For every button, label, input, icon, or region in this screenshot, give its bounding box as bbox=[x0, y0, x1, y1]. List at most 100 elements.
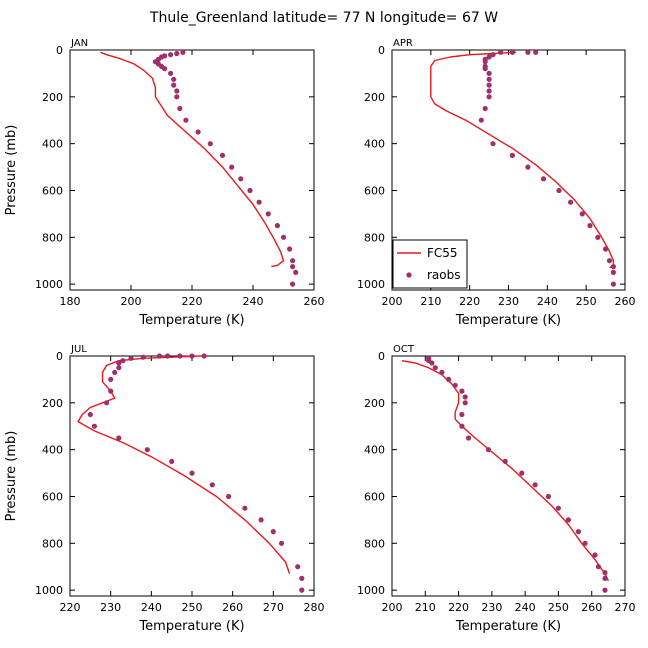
obs-point bbox=[555, 505, 562, 511]
x-tick-label: 270 bbox=[263, 601, 284, 614]
obs-point bbox=[256, 199, 262, 205]
y-tick-label: 800 bbox=[364, 231, 385, 244]
x-axis-label-oct: Temperature (K) bbox=[455, 619, 561, 634]
y-axis-label-jul: Pressure (mb) bbox=[4, 431, 19, 522]
obs-point bbox=[287, 246, 293, 252]
obs-point bbox=[116, 435, 122, 441]
panel-title-jan: JAN bbox=[70, 38, 88, 49]
obs-point bbox=[525, 164, 531, 170]
y-tick-label: 0 bbox=[378, 44, 385, 57]
obs-point bbox=[189, 470, 195, 476]
x-tick-label: 260 bbox=[222, 601, 243, 614]
panel-title-oct: OCT bbox=[393, 344, 415, 355]
obs-point bbox=[270, 529, 276, 535]
y-tick-label: 1000 bbox=[35, 584, 63, 597]
x-tick-label: 240 bbox=[537, 295, 558, 308]
y-tick-label: 200 bbox=[42, 91, 63, 104]
model-line-oct bbox=[401, 360, 610, 582]
obs-point bbox=[459, 423, 465, 429]
obs-point bbox=[486, 82, 492, 88]
obs-point bbox=[278, 540, 285, 546]
obs-point bbox=[602, 575, 608, 582]
obs-point bbox=[168, 70, 174, 76]
obs-point bbox=[274, 223, 280, 229]
y-tick-label: 600 bbox=[364, 490, 385, 503]
obs-point bbox=[592, 552, 598, 558]
model-line-jul bbox=[77, 355, 291, 575]
obs-point bbox=[116, 360, 122, 366]
obs-point bbox=[290, 281, 296, 287]
obs-point bbox=[582, 540, 588, 546]
obs-point bbox=[519, 470, 525, 476]
legend-model-label: FC55 bbox=[427, 246, 458, 260]
obs-point bbox=[509, 49, 515, 55]
x-tick-label: 230 bbox=[100, 601, 121, 614]
obs-point bbox=[189, 353, 195, 359]
obs-point bbox=[610, 269, 617, 275]
y-tick-label: 600 bbox=[42, 490, 63, 503]
obs-point bbox=[556, 187, 562, 194]
obs-point bbox=[486, 70, 492, 76]
y-tick-label: 600 bbox=[364, 184, 385, 197]
obs-point bbox=[195, 129, 201, 135]
x-tick-label: 210 bbox=[415, 601, 436, 614]
obs-point bbox=[545, 493, 552, 500]
obs-point bbox=[446, 376, 452, 382]
plot-frame-oct bbox=[391, 355, 626, 597]
y-tick-label: 200 bbox=[364, 397, 385, 410]
y-tick-label: 200 bbox=[42, 397, 63, 410]
model-line-jan bbox=[100, 51, 285, 268]
y-tick-label: 800 bbox=[364, 537, 385, 550]
x-tick-label: 220 bbox=[182, 295, 203, 308]
obs-point bbox=[209, 482, 215, 488]
y-tick-label: 0 bbox=[378, 350, 385, 363]
obs-point bbox=[144, 447, 150, 453]
x-tick-label: 230 bbox=[498, 295, 519, 308]
obs-point bbox=[565, 517, 572, 523]
x-tick-label: 250 bbox=[548, 601, 569, 614]
y-tick-label: 1000 bbox=[357, 278, 385, 291]
x-axis-label-jul: Temperature (K) bbox=[138, 619, 244, 634]
obs-point bbox=[459, 411, 465, 418]
obs-point bbox=[610, 264, 617, 270]
x-axis-label-jan: Temperature (K) bbox=[138, 313, 244, 328]
obs-point bbox=[490, 141, 496, 147]
obs-point bbox=[290, 258, 296, 264]
obs-point bbox=[165, 353, 171, 359]
obs-point bbox=[295, 564, 301, 570]
obs-point bbox=[502, 458, 508, 464]
obs-point bbox=[207, 141, 213, 147]
obs-point bbox=[432, 365, 438, 371]
obs-point bbox=[219, 152, 226, 158]
obs-point bbox=[242, 505, 248, 511]
obs-point bbox=[575, 529, 582, 535]
x-tick-label: 200 bbox=[382, 601, 403, 614]
y-tick-label: 1000 bbox=[357, 584, 385, 597]
obs-point bbox=[482, 105, 488, 112]
obs-point bbox=[169, 458, 175, 464]
obs-point bbox=[177, 105, 183, 112]
obs-point bbox=[116, 365, 122, 371]
obs-point bbox=[429, 360, 435, 366]
obs-point bbox=[587, 223, 593, 229]
legend-box bbox=[392, 239, 468, 289]
obs-point bbox=[459, 388, 465, 394]
obs-point bbox=[87, 411, 93, 418]
x-tick-label: 210 bbox=[420, 295, 441, 308]
y-tick-label: 400 bbox=[364, 138, 385, 151]
obs-point bbox=[174, 88, 180, 94]
obs-point bbox=[602, 570, 608, 576]
obs-point bbox=[490, 52, 496, 58]
obs-point bbox=[509, 152, 515, 158]
x-tick-label: 240 bbox=[243, 295, 264, 308]
obs-point bbox=[595, 564, 602, 570]
x-tick-label: 260 bbox=[304, 295, 325, 308]
obs-point bbox=[439, 369, 445, 375]
panel-oct: OCT 200 210 220 230 240 250 260 270 0 200 400 600 800… bbox=[357, 344, 636, 634]
obs-point bbox=[229, 164, 235, 170]
y-tick-label: 400 bbox=[42, 138, 63, 151]
obs-point bbox=[293, 269, 299, 275]
plot-frame-jan bbox=[69, 49, 315, 291]
y-tick-label: 800 bbox=[42, 231, 63, 244]
obs-point bbox=[595, 234, 601, 240]
